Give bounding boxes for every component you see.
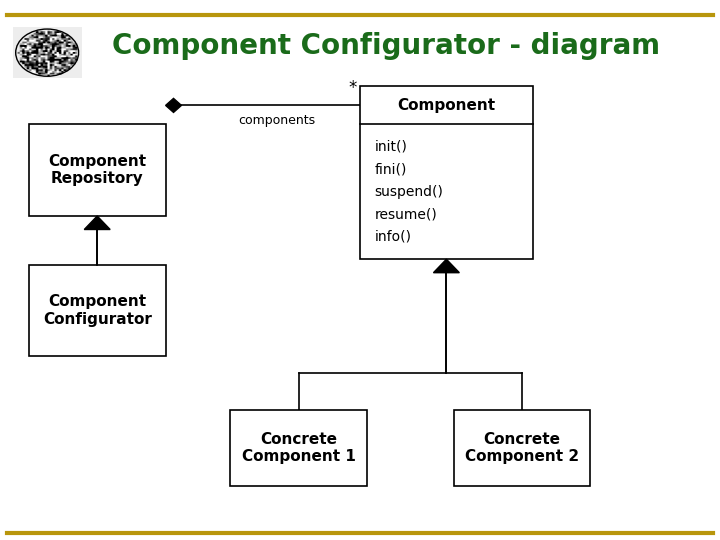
Bar <box>454 410 590 486</box>
Text: resume(): resume() <box>374 207 437 221</box>
Bar <box>29 265 166 356</box>
Text: Component: Component <box>397 98 495 113</box>
Text: components: components <box>238 113 316 126</box>
Polygon shape <box>166 98 181 112</box>
Text: info(): info() <box>374 230 411 244</box>
Text: Concrete
Component 1: Concrete Component 1 <box>242 432 356 464</box>
Polygon shape <box>433 259 459 273</box>
Text: *: * <box>348 79 357 97</box>
Text: suspend(): suspend() <box>374 185 444 199</box>
Bar <box>360 86 533 259</box>
Text: Component
Configurator: Component Configurator <box>42 294 152 327</box>
Bar <box>230 410 367 486</box>
Text: init(): init() <box>374 140 408 154</box>
Text: Component Configurator - diagram: Component Configurator - diagram <box>112 32 660 60</box>
Text: Component
Repository: Component Repository <box>48 154 146 186</box>
Bar <box>29 124 166 216</box>
Polygon shape <box>84 216 110 229</box>
Text: fini(): fini() <box>374 163 407 177</box>
Text: Concrete
Component 2: Concrete Component 2 <box>465 432 579 464</box>
